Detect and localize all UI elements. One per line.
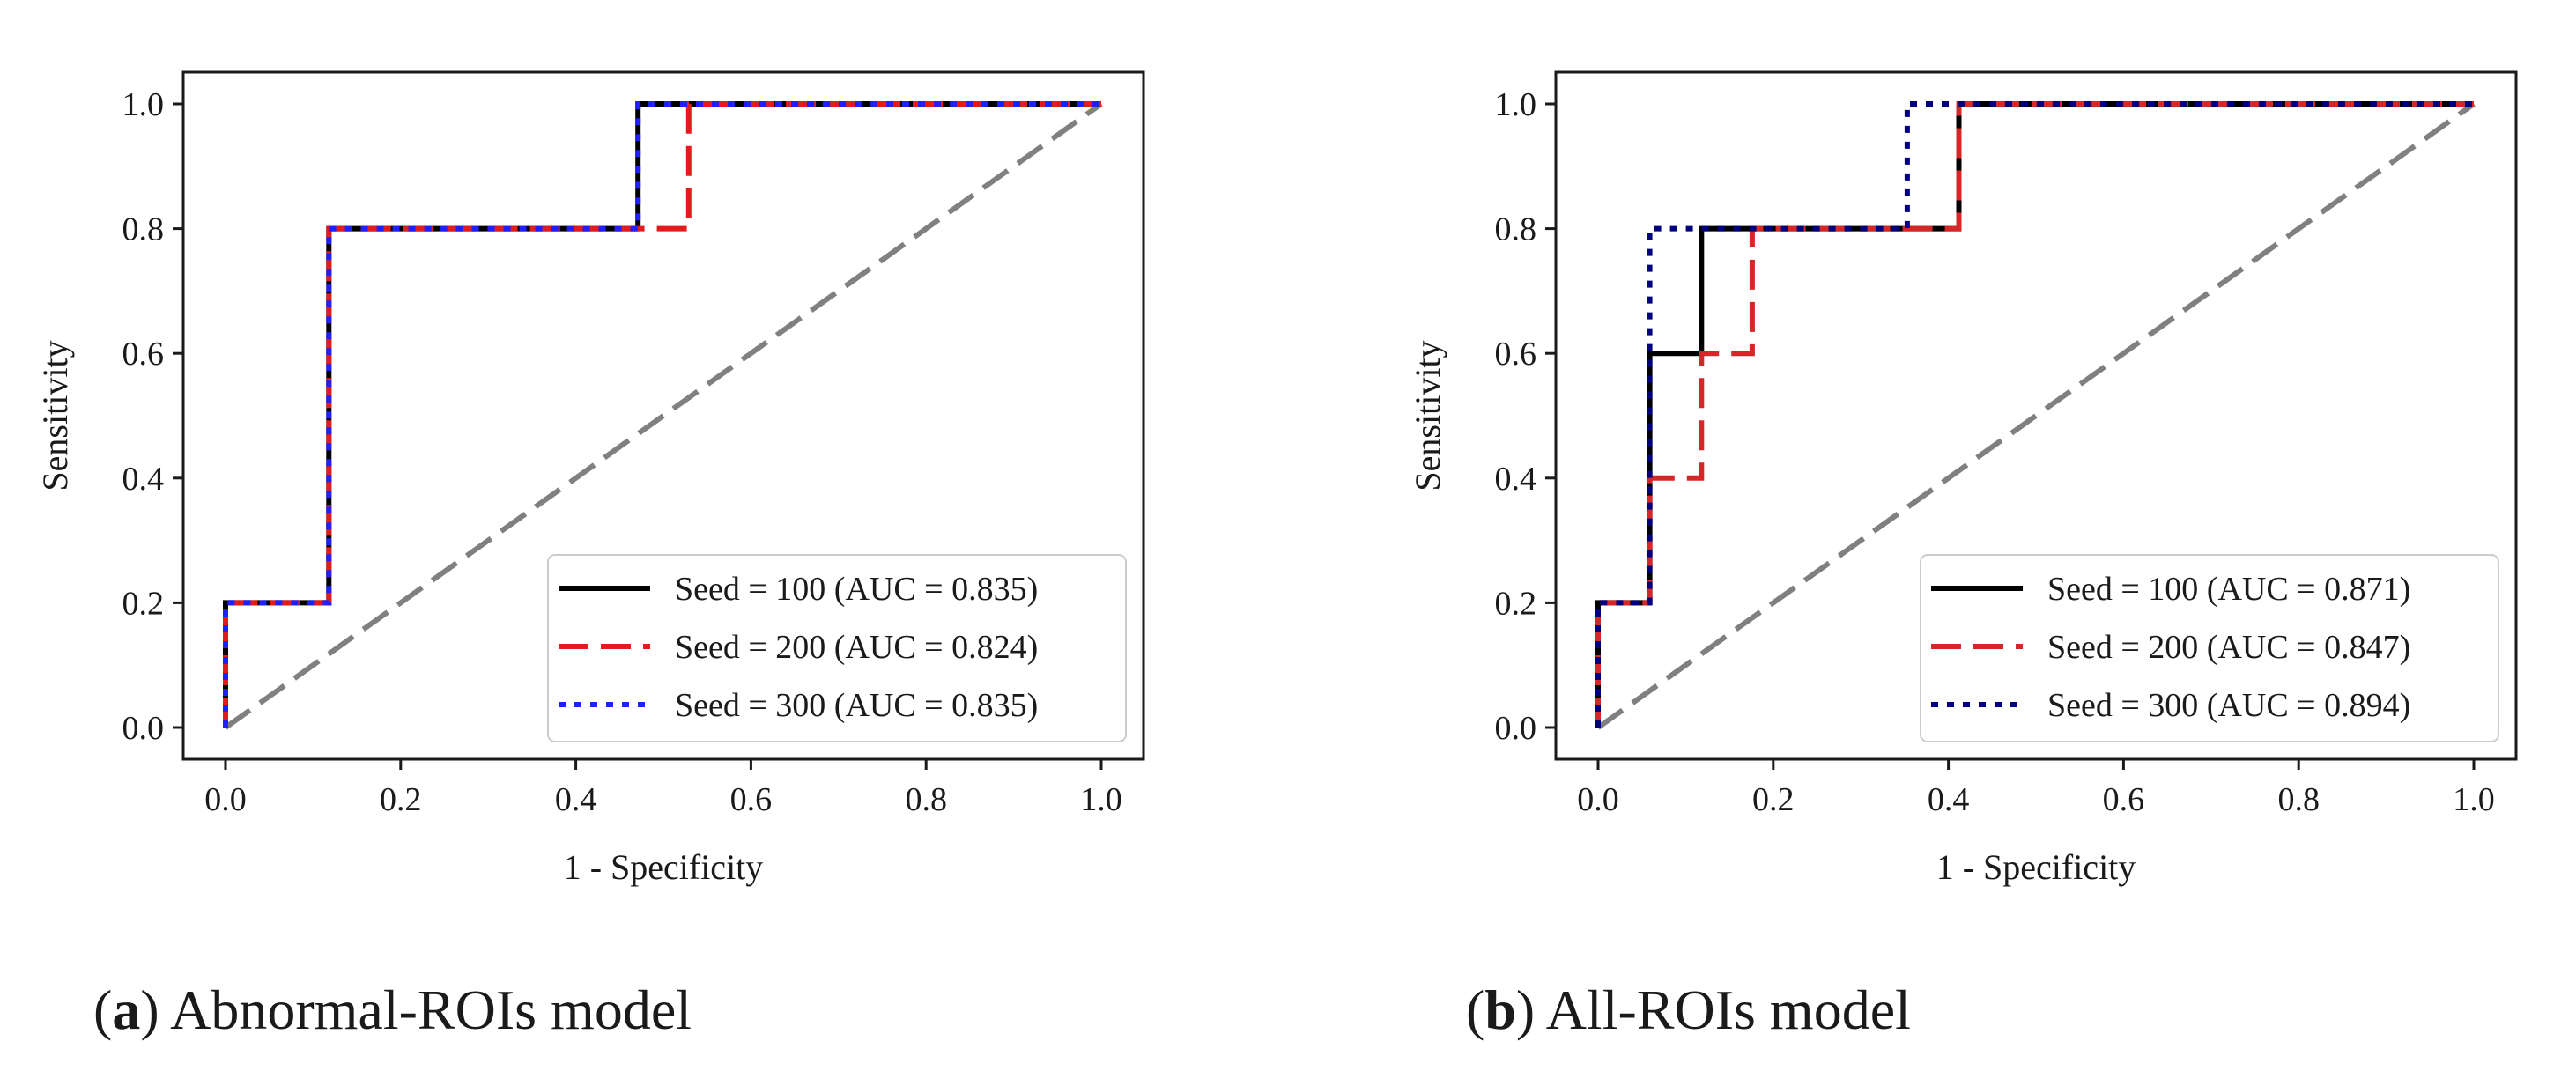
chart-b-legend-label-3: Seed = 300 (AUC = 0.894) (2047, 687, 2410, 724)
chart-a-ylabel: Sensitivity (35, 340, 75, 491)
chart-b-ytick-label-5: 1.0 (1495, 86, 1537, 123)
caption-a-letter: a (112, 979, 141, 1041)
chart-b-ytick-label-0: 0.0 (1495, 710, 1537, 747)
caption-a-text: Abnormal-ROIs model (170, 979, 692, 1041)
chart-a-ytick-label-4: 0.8 (122, 211, 165, 248)
chart-b-legend: Seed = 100 (AUC = 0.871) Seed = 200 (AUC … (1920, 554, 2499, 742)
chart-b: 0.0 0.2 0.4 0.6 0.8 1.0 0.0 0.2 0.4 0.6 0.8 1.0 1 - … (1408, 70, 2518, 887)
chart-a-xtick-label-3: 0.6 (730, 781, 773, 818)
caption-b: (b) All-ROIs model (1466, 979, 1911, 1041)
chart-b-legend-label-1: Seed = 100 (AUC = 0.871) (2047, 571, 2410, 608)
chart-a-legend-label-1: Seed = 100 (AUC = 0.835) (675, 571, 1038, 608)
caption-b-text: All-ROIs model (1545, 979, 1911, 1041)
chart-a-xtick-label-1: 0.2 (380, 781, 422, 818)
chart-a-ytick-label-5: 1.0 (122, 86, 165, 123)
chart-a-xtick-label-0: 0.0 (204, 781, 247, 818)
caption-a: (a) Abnormal-ROIs model (93, 979, 692, 1041)
chart-b-diagonal-line (1596, 101, 2476, 730)
chart-b-ylabel: Sensitivity (1408, 340, 1447, 491)
chart-b-frame (1554, 70, 2518, 761)
chart-b-xtick-label-3: 0.6 (2103, 781, 2145, 818)
chart-b-ytick-label-3: 0.6 (1495, 336, 1537, 373)
chart-a-legend: Seed = 100 (AUC = 0.835) Seed = 200 (AUC … (547, 554, 1127, 742)
chart-a-ytick-label-0: 0.0 (122, 710, 165, 747)
chart-b-series-2-line (1595, 101, 2474, 728)
chart-b-xtick-label-1: 0.2 (1752, 781, 1795, 818)
chart-a-xtick-label-4: 0.8 (905, 781, 947, 818)
chart-a-xtick-label-2: 0.4 (555, 781, 597, 818)
chart-a-xtick-label-5: 1.0 (1080, 781, 1122, 818)
chart-b-ytick-label-4: 0.8 (1495, 211, 1537, 248)
chart-b-ytick-label-1: 0.2 (1495, 585, 1537, 622)
chart-a: 0.0 0.2 0.4 0.6 0.8 1.0 0.0 0.2 0.4 0.6 0.8 1.0 1 - … (35, 70, 1145, 887)
chart-a-legend-box (547, 554, 1127, 742)
chart-a-series-3-line (223, 101, 1101, 728)
chart-b-legend-label-2: Seed = 200 (AUC = 0.847) (2047, 629, 2410, 666)
chart-a-xlabel: 1 - Specificity (564, 847, 764, 887)
chart-a-series-2-line (223, 101, 1101, 728)
chart-b-ytick-label-2: 0.4 (1495, 461, 1537, 498)
chart-a-legend-label-2: Seed = 200 (AUC = 0.824) (675, 629, 1038, 666)
chart-a-ytick-label-1: 0.2 (122, 585, 165, 622)
chart-b-xtick-label-4: 0.8 (2277, 781, 2320, 818)
chart-b-legend-box (1920, 554, 2499, 742)
chart-a-frame (181, 70, 1145, 761)
chart-a-ytick-label-3: 0.6 (122, 336, 165, 373)
chart-b-xtick-label-5: 1.0 (2453, 781, 2495, 818)
chart-b-xtick-label-2: 0.4 (1928, 781, 1970, 818)
chart-a-ytick-label-2: 0.4 (122, 461, 165, 498)
chart-b-xtick-label-0: 0.0 (1577, 781, 1619, 818)
chart-a-diagonal-line (224, 101, 1103, 730)
caption-b-letter: b (1484, 979, 1516, 1041)
chart-a-legend-label-3: Seed = 300 (AUC = 0.835) (675, 687, 1038, 724)
chart-b-xlabel: 1 - Specificity (1936, 847, 2136, 887)
